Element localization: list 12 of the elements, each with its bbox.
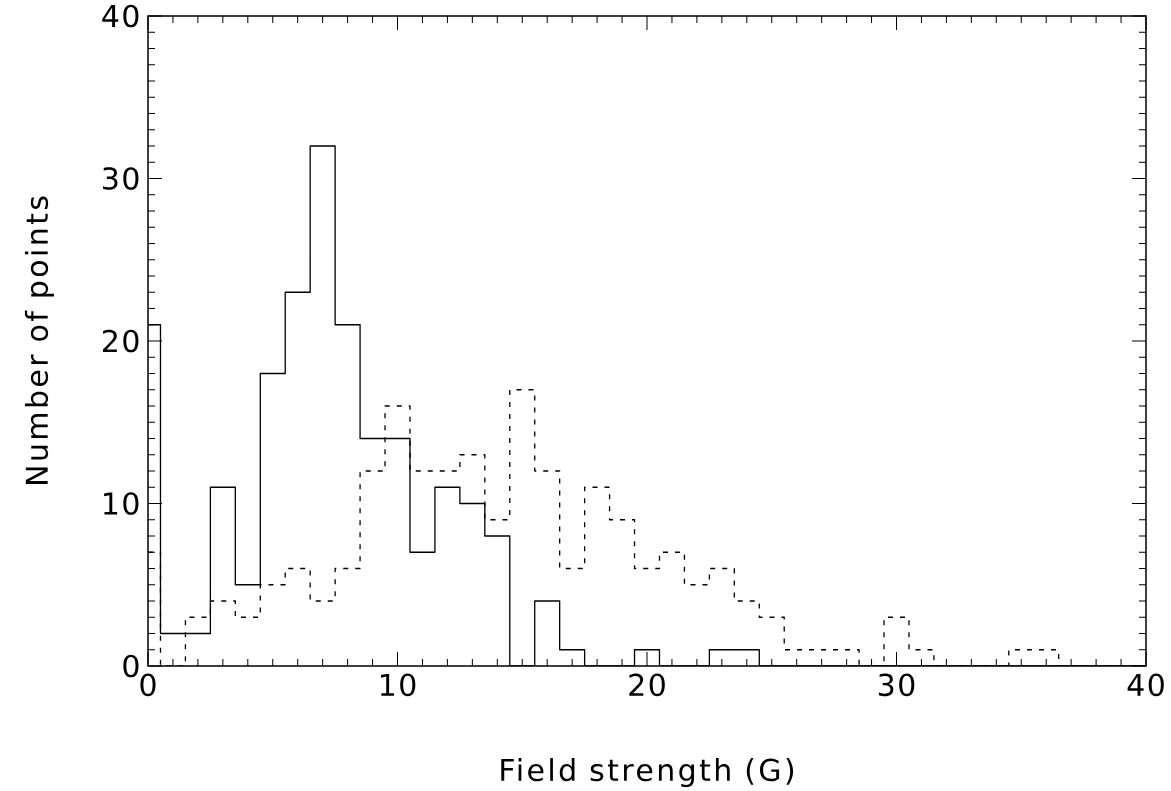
y-tick-label: 10 xyxy=(104,492,139,515)
x-tick-label: 0 xyxy=(140,673,156,697)
y-axis-title: Number of points xyxy=(24,196,54,484)
x-tick-label: 40 xyxy=(1127,673,1164,697)
x-tick-label: 30 xyxy=(878,673,915,697)
x-axis-title: Field strength (G) xyxy=(501,758,794,788)
x-tick-label: 20 xyxy=(629,673,665,697)
x-tick-label: 10 xyxy=(380,673,416,697)
y-tick-label: 30 xyxy=(103,167,139,190)
y-tick-label: 40 xyxy=(102,4,139,28)
y-tick-label: 0 xyxy=(123,654,139,678)
y-tick-label: 20 xyxy=(102,329,139,353)
